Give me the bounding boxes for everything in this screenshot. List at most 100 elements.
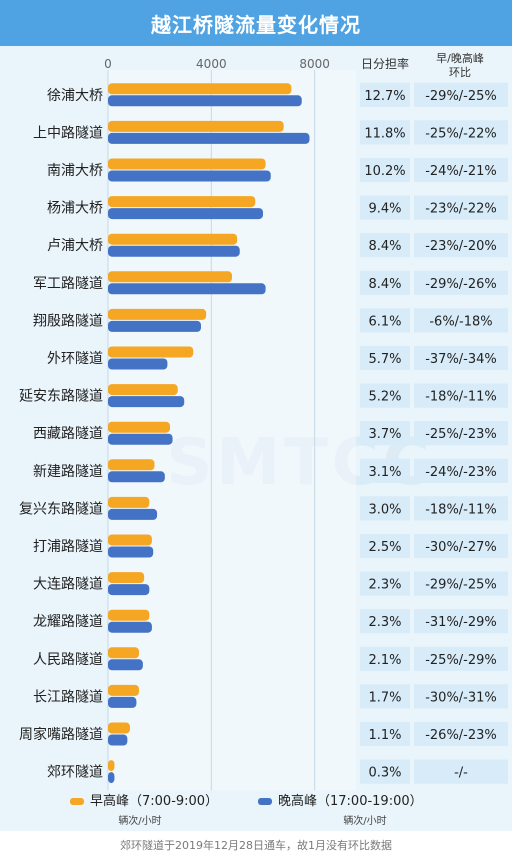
change-value: -25%/-22% [425,126,497,141]
change-cell-bg [414,759,508,784]
share-value: 3.7% [368,427,401,442]
category-label: 郊环隧道 [47,764,103,781]
share-value: 8.4% [368,239,401,254]
change-cell-bg [414,571,508,596]
bar-morning [108,647,139,659]
category-label: 长江路隧道 [33,689,103,705]
share-value: 6.1% [368,314,401,329]
bar-evening [108,396,185,408]
share-cell-bg [360,684,410,709]
bar-evening [108,659,143,671]
bar-morning [108,83,292,95]
category-label: 杨浦大桥 [47,201,103,217]
category-label: 龙耀路隧道 [33,614,103,630]
bar-morning [108,196,256,208]
chart-panel: SMTCC 0 4000 8000 日分担率 早/晚高峰 环比 徐浦大桥 12.7% -29%/-… [0,46,512,831]
change-value: -26%/-23% [425,728,497,743]
bar-morning [108,722,130,734]
change-value: -23%/-20% [425,239,497,254]
chart-title: 越江桥隧流量变化情况 [0,0,512,46]
change-cell-bg [414,195,508,220]
change-value: -30%/-27% [425,540,497,555]
category-label: 新建路隧道 [33,464,103,480]
share-cell-bg [360,308,410,333]
legend-label-evening: 晚高峰（17:00-19:00） [278,793,423,809]
change-value: -/- [454,766,468,781]
bar-evening [108,208,263,220]
change-value: -29%/-25% [425,89,497,104]
change-value: -18%/-11% [425,390,497,405]
category-label: 翔殷路隧道 [33,313,103,329]
legend-unit-evening: 辆次/小时 [343,814,386,827]
legend-unit-morning: 辆次/小时 [118,814,161,827]
change-cell-bg [414,421,508,446]
category-label: 上中路隧道 [33,125,103,141]
bar-morning [108,158,266,170]
category-label: 西藏路隧道 [33,426,103,442]
share-value: 12.7% [364,89,405,104]
change-value: -24%/-23% [425,465,497,480]
bar-evening [108,584,150,596]
bar-morning [108,459,155,471]
bar-morning [108,609,150,621]
category-label: 外环隧道 [47,351,103,367]
bar-evening [108,471,165,483]
change-value: -31%/-29% [425,615,497,630]
change-cell-bg [414,82,508,107]
change-cell-bg [414,458,508,483]
share-cell-bg [360,120,410,145]
change-cell-bg [414,496,508,521]
x-tick-label: 8000 [299,57,330,71]
share-value: 2.5% [368,540,401,555]
share-cell-bg [360,571,410,596]
change-cell-bg [414,534,508,558]
share-cell-bg [360,646,410,671]
change-value: -18%/-11% [425,502,497,517]
change-value: -6%/-18% [429,314,492,329]
change-value: -29%/-25% [425,578,497,593]
category-label: 复兴东路隧道 [19,500,103,517]
share-value: 1.1% [368,728,401,743]
share-cell-bg [360,534,410,558]
share-cell-bg [360,496,410,521]
change-cell-bg [414,308,508,333]
share-value: 1.7% [368,690,401,705]
share-cell-bg [360,158,410,182]
bar-morning [108,496,150,508]
share-value: 2.3% [368,578,401,593]
bar-evening [108,696,137,708]
category-label: 南浦大桥 [47,163,103,179]
bar-morning [108,684,139,696]
category-label: 人民路隧道 [33,652,103,668]
bar-morning [108,271,232,283]
bar-evening [108,132,310,144]
bar-evening [108,320,201,332]
category-label: 军工路隧道 [33,276,103,292]
bar-morning [108,233,238,245]
share-value: 9.4% [368,202,401,217]
share-value: 8.4% [368,277,401,292]
share-value: 0.3% [368,766,401,781]
bar-evening [108,245,240,257]
share-value: 2.1% [368,653,401,668]
bar-morning [108,421,170,433]
footnote: 郊环隧道于2019年12月28日通车，故1月没有环比数据 [0,831,512,858]
x-tick-label: 4000 [196,57,227,71]
bar-evening [108,433,173,445]
x-tick-label: 0 [104,57,112,71]
category-label: 周家嘴路隧道 [19,726,103,743]
share-column-header: 日分担率 [361,56,409,71]
bar-evening [108,772,115,784]
category-label: 徐浦大桥 [47,88,103,104]
bar-evening [108,546,154,558]
bar-morning [108,384,178,396]
share-cell-bg [360,759,410,784]
share-value: 3.0% [368,502,401,517]
bar-morning [108,534,152,546]
change-cell-bg [414,346,508,370]
share-cell-bg [360,722,410,746]
bar-evening [108,170,271,182]
share-cell-bg [360,458,410,483]
change-cell-bg [414,684,508,709]
bar-evening [108,358,168,370]
